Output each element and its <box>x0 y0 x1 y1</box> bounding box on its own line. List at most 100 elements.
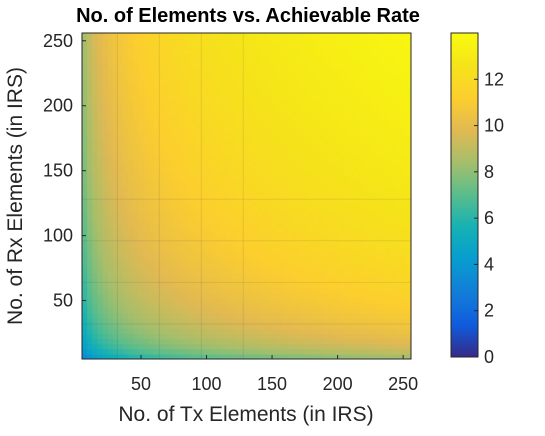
heatmap-cell <box>215 277 222 284</box>
heatmap-cell <box>236 104 242 110</box>
heatmap-cell <box>272 216 278 223</box>
heatmap-cell <box>297 145 304 151</box>
heatmap-cell <box>333 114 340 121</box>
heatmap-cell <box>380 318 386 324</box>
heatmap-cell <box>344 206 350 212</box>
heatmap-cell <box>220 58 227 65</box>
heatmap-cell <box>303 246 309 253</box>
heatmap-cell <box>385 206 392 212</box>
heatmap-cell <box>169 38 176 44</box>
heatmap-cell <box>364 328 371 335</box>
heatmap-cell <box>133 190 140 197</box>
heatmap-cell <box>375 323 381 330</box>
heatmap-cell <box>123 292 129 299</box>
heatmap-cell <box>138 282 145 289</box>
heatmap-cell <box>292 43 299 49</box>
heatmap-cell <box>375 246 381 253</box>
x-axis-ticks: 50 100 150 200 250 <box>131 355 418 394</box>
heatmap-cell <box>395 83 402 90</box>
heatmap-cell <box>92 297 99 304</box>
heatmap-cell <box>395 272 402 279</box>
heatmap-cell <box>339 201 345 207</box>
heatmap-cell <box>92 196 99 202</box>
heatmap-cell <box>225 257 232 263</box>
heatmap-cell <box>215 68 222 75</box>
heatmap-cell <box>200 58 206 65</box>
heatmap-cell <box>164 246 170 253</box>
heatmap-cell <box>133 139 140 146</box>
heatmap-cell <box>184 236 191 243</box>
colorbar-tick-label: 10 <box>484 116 504 136</box>
heatmap-cell <box>318 221 325 228</box>
heatmap-cell <box>375 155 381 161</box>
heatmap-cell <box>179 119 186 126</box>
heatmap-cell <box>380 236 386 243</box>
heatmap-cell <box>159 170 165 177</box>
heatmap-cell <box>174 33 181 39</box>
heatmap-cell <box>174 190 181 197</box>
heatmap-cell <box>153 313 160 319</box>
heatmap-cell <box>313 257 320 263</box>
heatmap-cell <box>159 94 165 100</box>
heatmap-cell <box>256 241 263 248</box>
heatmap-cell <box>184 262 191 268</box>
heatmap-cell <box>267 48 273 54</box>
heatmap-cell <box>117 313 124 319</box>
heatmap-cell <box>344 292 350 299</box>
heatmap-cell <box>215 33 222 39</box>
heatmap-cell <box>174 170 181 177</box>
heatmap-cell <box>297 109 304 116</box>
heatmap-cell <box>174 246 181 253</box>
heatmap-cell <box>405 236 411 243</box>
heatmap-cell <box>112 323 119 330</box>
heatmap-cell <box>225 323 232 330</box>
heatmap-cell <box>328 114 335 121</box>
heatmap-cell <box>328 323 335 330</box>
heatmap-cell <box>138 104 145 110</box>
heatmap-cell <box>267 297 273 304</box>
heatmap-cell <box>390 231 397 238</box>
heatmap-cell <box>164 277 170 284</box>
heatmap-cell <box>344 221 350 228</box>
heatmap-cell <box>303 145 309 151</box>
heatmap-cell <box>359 124 366 131</box>
heatmap-cell <box>143 236 150 243</box>
heatmap-cell <box>297 119 304 126</box>
heatmap-cell <box>256 308 263 314</box>
heatmap-cell <box>92 241 99 248</box>
heatmap-cell <box>313 63 320 70</box>
heatmap-cell <box>328 216 335 223</box>
heatmap-plot-area <box>81 32 412 360</box>
heatmap-cell <box>333 190 340 197</box>
heatmap-cell <box>400 252 407 258</box>
heatmap-cell <box>174 292 181 299</box>
heatmap-cell <box>97 145 104 151</box>
heatmap-cell <box>313 124 320 131</box>
heatmap-cell <box>400 338 407 345</box>
heatmap-cell <box>282 139 289 146</box>
heatmap-cell <box>333 313 340 319</box>
heatmap-cell <box>339 302 345 309</box>
heatmap-cell <box>143 252 150 258</box>
heatmap-cell <box>210 333 217 340</box>
heatmap-cell <box>400 63 407 70</box>
heatmap-cell <box>359 89 366 95</box>
heatmap-cell <box>333 89 340 95</box>
heatmap-cell <box>251 272 258 279</box>
heatmap-cell <box>133 33 140 39</box>
heatmap-cell <box>380 73 386 80</box>
heatmap-cell <box>123 139 129 146</box>
heatmap-cell <box>97 78 104 85</box>
heatmap-cell <box>200 216 206 223</box>
heatmap-cell <box>282 94 289 100</box>
heatmap-cell <box>87 99 93 105</box>
heatmap-cell <box>251 201 258 207</box>
heatmap-cell <box>159 53 165 60</box>
heatmap-cell <box>359 43 366 49</box>
heatmap-cell <box>184 134 191 141</box>
heatmap-cell <box>143 313 150 319</box>
heatmap-cell <box>256 287 263 294</box>
heatmap-cell <box>189 262 196 268</box>
heatmap-cell <box>107 53 114 60</box>
heatmap-cell <box>323 323 330 330</box>
